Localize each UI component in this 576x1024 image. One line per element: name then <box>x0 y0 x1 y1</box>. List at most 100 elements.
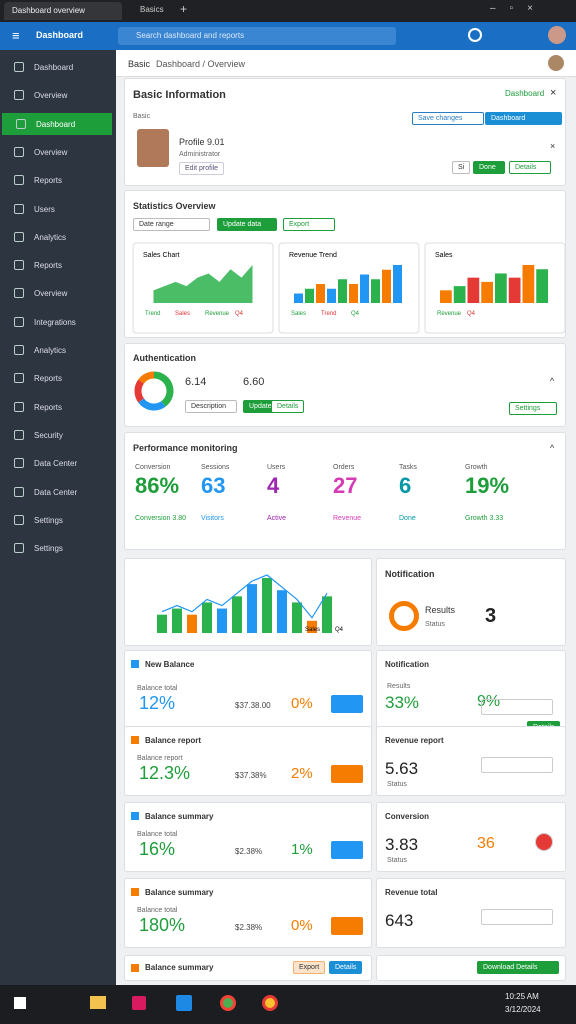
nav-item[interactable]: Users <box>0 198 116 220</box>
footer-card: Download Details <box>376 955 566 981</box>
bar <box>305 288 314 303</box>
search[interactable]: Search dashboard and reports <box>118 27 396 45</box>
button[interactable] <box>331 765 363 783</box>
nav-item[interactable]: Integrations <box>0 311 116 333</box>
nav-item[interactable]: Reports <box>0 254 116 276</box>
button[interactable]: Date range <box>133 218 210 231</box>
button[interactable]: Update <box>243 400 278 413</box>
bar <box>467 277 480 303</box>
button[interactable]: Save changes <box>412 112 484 125</box>
bar <box>277 590 287 633</box>
button[interactable]: Details <box>509 161 551 174</box>
pct: 2% <box>291 765 313 782</box>
close[interactable]: × <box>550 141 556 151</box>
label: Reports <box>34 176 63 186</box>
window-controls[interactable]: –▫× <box>490 3 547 14</box>
button[interactable] <box>331 841 363 859</box>
button[interactable]: Details <box>329 961 363 974</box>
collapse[interactable]: ^ <box>550 443 555 453</box>
icon <box>14 345 24 355</box>
mid: $37.38.00 <box>235 701 271 710</box>
button[interactable]: Settings <box>509 402 557 415</box>
nav-item[interactable]: Dashboard <box>0 56 116 78</box>
nav-item[interactable]: Reports <box>0 396 116 418</box>
nav-item[interactable]: Overview <box>0 141 116 163</box>
bar <box>316 284 325 303</box>
button[interactable]: Description <box>185 400 237 413</box>
nav-item[interactable]: Security <box>0 424 116 446</box>
app-icon[interactable] <box>220 995 236 1011</box>
marker <box>131 888 139 896</box>
crumb[interactable]: Basic <box>128 59 151 69</box>
auth-card: Authentication 6.14 6.60 Description Upd… <box>124 343 566 427</box>
marker <box>131 812 139 820</box>
chart-label: Q4 <box>235 311 244 317</box>
label: Sessions <box>201 464 230 471</box>
label: Growth <box>465 464 488 471</box>
button[interactable]: Done <box>473 161 505 174</box>
icon <box>14 288 24 299</box>
nav-item[interactable]: Analytics <box>0 226 116 248</box>
label: Data Center <box>34 459 78 469</box>
button[interactable]: Dashboard <box>485 112 562 125</box>
nav-item[interactable]: Settings <box>0 537 116 559</box>
avatar[interactable] <box>548 26 566 44</box>
bar <box>360 274 369 303</box>
marker <box>131 660 139 668</box>
donut-segment <box>138 371 155 384</box>
title: Balance summary <box>145 888 214 897</box>
label: Reports <box>34 374 63 384</box>
app-icon[interactable] <box>132 996 146 1010</box>
donut <box>134 371 174 411</box>
label: Data Center <box>34 487 78 497</box>
new-tab[interactable]: + <box>180 2 188 16</box>
button[interactable]: Update data <box>217 218 277 231</box>
nav-item[interactable]: Dashboard <box>2 112 112 135</box>
app-icon[interactable] <box>262 995 278 1011</box>
tab[interactable]: Basics <box>140 5 164 14</box>
metric-card: Revenue report 5.63 Status <box>376 726 566 796</box>
button[interactable]: Export <box>283 218 335 231</box>
tag[interactable]: Edit profile <box>179 162 225 175</box>
icon <box>14 458 24 469</box>
collapse[interactable]: ^ <box>550 376 555 386</box>
icon <box>14 231 24 242</box>
nav-item[interactable]: Overview <box>0 282 116 304</box>
button[interactable]: Details <box>271 400 305 413</box>
button[interactable] <box>331 917 363 935</box>
nav-item[interactable]: Data Center <box>0 452 116 474</box>
icon <box>14 62 24 72</box>
nav-item[interactable]: Overview <box>0 84 116 106</box>
donut-segment <box>138 398 166 411</box>
value: 3.83 <box>385 835 419 854</box>
app-icon[interactable] <box>176 995 192 1011</box>
label: Settings <box>34 544 63 554</box>
crumb[interactable]: Dashboard / Overview <box>156 59 246 69</box>
label: Dashboard <box>36 119 76 129</box>
bar <box>217 608 227 633</box>
button[interactable] <box>331 695 363 713</box>
link[interactable]: Dashboard <box>505 89 545 98</box>
button[interactable]: Download Details <box>477 961 559 974</box>
menu[interactable]: ≡ <box>12 28 20 43</box>
start[interactable] <box>14 997 26 1009</box>
icon[interactable] <box>468 28 482 42</box>
bar <box>322 596 332 633</box>
title: Performance monitoring <box>133 443 238 453</box>
app-icon[interactable] <box>90 996 106 1009</box>
icon <box>14 260 24 271</box>
label: Analytics <box>34 346 67 355</box>
nav-item[interactable]: Reports <box>0 169 116 191</box>
label: Integrations <box>34 317 76 327</box>
button[interactable]: Export <box>293 961 326 974</box>
tab[interactable]: Dashboard overview <box>4 2 122 20</box>
nav-item[interactable]: Settings <box>0 509 116 531</box>
nav-item[interactable]: Reports <box>0 367 116 389</box>
label: Balance total <box>137 907 178 914</box>
title: Basic Information <box>133 89 226 101</box>
nav-item[interactable]: Analytics <box>0 339 116 361</box>
close[interactable]: × <box>550 87 557 99</box>
nav-item[interactable]: Data Center <box>0 481 116 503</box>
button[interactable]: Si <box>452 161 471 174</box>
chart-label: Trend <box>145 311 160 317</box>
